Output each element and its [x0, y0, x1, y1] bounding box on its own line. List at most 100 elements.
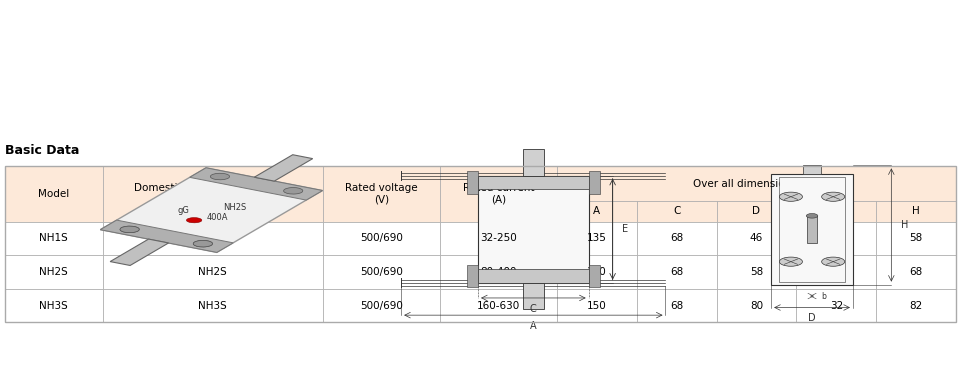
Text: 32: 32: [829, 301, 843, 311]
Bar: [778, 177, 846, 282]
Bar: [589, 171, 601, 194]
Text: NH2S: NH2S: [39, 267, 68, 277]
Bar: [479, 269, 588, 283]
Bar: [876, 222, 956, 255]
Polygon shape: [255, 155, 312, 181]
Circle shape: [779, 257, 802, 266]
Text: 80-400: 80-400: [480, 267, 517, 277]
Text: 500/690: 500/690: [360, 233, 403, 243]
Text: Domesticand overseas similar
products: Domesticand overseas similar products: [134, 183, 292, 205]
Text: 68: 68: [670, 233, 683, 243]
Bar: [5, 289, 103, 322]
Bar: [5, 222, 103, 255]
Bar: [556, 222, 637, 255]
Text: Model: Model: [38, 189, 69, 199]
Bar: [103, 255, 323, 289]
Text: 400A: 400A: [207, 213, 228, 222]
Bar: [717, 255, 797, 289]
Text: Rated voltage
(V): Rated voltage (V): [345, 183, 418, 205]
Text: 500/690: 500/690: [360, 267, 403, 277]
Text: H: H: [901, 220, 908, 230]
Text: H: H: [912, 206, 920, 216]
Text: b: b: [822, 291, 826, 301]
Bar: [103, 222, 323, 255]
Polygon shape: [189, 168, 323, 200]
Bar: [637, 289, 717, 322]
Bar: [479, 176, 588, 189]
Text: 500/690: 500/690: [360, 301, 403, 311]
Bar: [637, 222, 717, 255]
Bar: [440, 255, 556, 289]
Bar: [467, 171, 479, 194]
Bar: [523, 283, 544, 309]
Text: Rated current
(A): Rated current (A): [462, 183, 534, 205]
Polygon shape: [111, 239, 168, 265]
Bar: [717, 201, 797, 222]
Circle shape: [779, 192, 802, 201]
Polygon shape: [100, 168, 323, 253]
Text: Basic Data: Basic Data: [5, 144, 79, 157]
Circle shape: [120, 226, 139, 233]
Bar: [876, 289, 956, 322]
Bar: [803, 165, 821, 174]
Text: E: E: [623, 224, 628, 234]
Text: 135: 135: [587, 233, 606, 243]
Bar: [637, 201, 717, 222]
Text: C: C: [530, 304, 537, 314]
Text: 46: 46: [750, 233, 763, 243]
Bar: [797, 222, 876, 255]
Text: 58: 58: [910, 233, 923, 243]
Bar: [556, 166, 956, 201]
Text: C: C: [673, 206, 680, 216]
Circle shape: [120, 226, 139, 233]
Text: 150: 150: [587, 301, 606, 311]
Circle shape: [283, 188, 303, 194]
Bar: [5, 166, 103, 222]
Text: 68: 68: [670, 267, 683, 277]
Text: E: E: [833, 206, 840, 216]
Bar: [797, 255, 876, 289]
Bar: [637, 255, 717, 289]
Text: Over all dimension(mm): Over all dimension(mm): [693, 178, 820, 188]
Text: D: D: [808, 313, 816, 323]
Circle shape: [822, 192, 845, 201]
Bar: [5, 166, 956, 322]
Text: A: A: [593, 206, 601, 216]
Bar: [797, 201, 876, 222]
Text: NH2S: NH2S: [223, 202, 246, 212]
Bar: [797, 289, 876, 322]
Bar: [717, 289, 797, 322]
Text: D: D: [752, 206, 760, 216]
Circle shape: [806, 214, 818, 218]
Text: NH3S: NH3S: [39, 301, 68, 311]
Bar: [523, 149, 544, 176]
Bar: [103, 289, 323, 322]
Text: NH1S: NH1S: [39, 233, 68, 243]
Text: A: A: [530, 321, 536, 331]
Circle shape: [210, 173, 230, 180]
Bar: [440, 289, 556, 322]
Bar: [323, 166, 440, 222]
Bar: [323, 289, 440, 322]
Text: 68: 68: [670, 301, 683, 311]
Bar: [323, 255, 440, 289]
Bar: [5, 255, 103, 289]
Text: 32-250: 32-250: [480, 233, 517, 243]
Bar: [556, 255, 637, 289]
Bar: [589, 264, 601, 287]
Text: NH1S: NH1S: [199, 233, 227, 243]
Circle shape: [186, 218, 202, 223]
Circle shape: [822, 257, 845, 266]
Text: NH2S: NH2S: [199, 267, 227, 277]
Bar: [876, 255, 956, 289]
Bar: [467, 264, 479, 287]
Bar: [440, 222, 556, 255]
Text: 82: 82: [910, 301, 923, 311]
Bar: [807, 216, 817, 243]
Circle shape: [193, 240, 212, 247]
Bar: [323, 222, 440, 255]
Text: gG: gG: [178, 206, 189, 215]
Text: 68: 68: [910, 267, 923, 277]
Bar: [440, 166, 556, 222]
Bar: [479, 176, 588, 283]
